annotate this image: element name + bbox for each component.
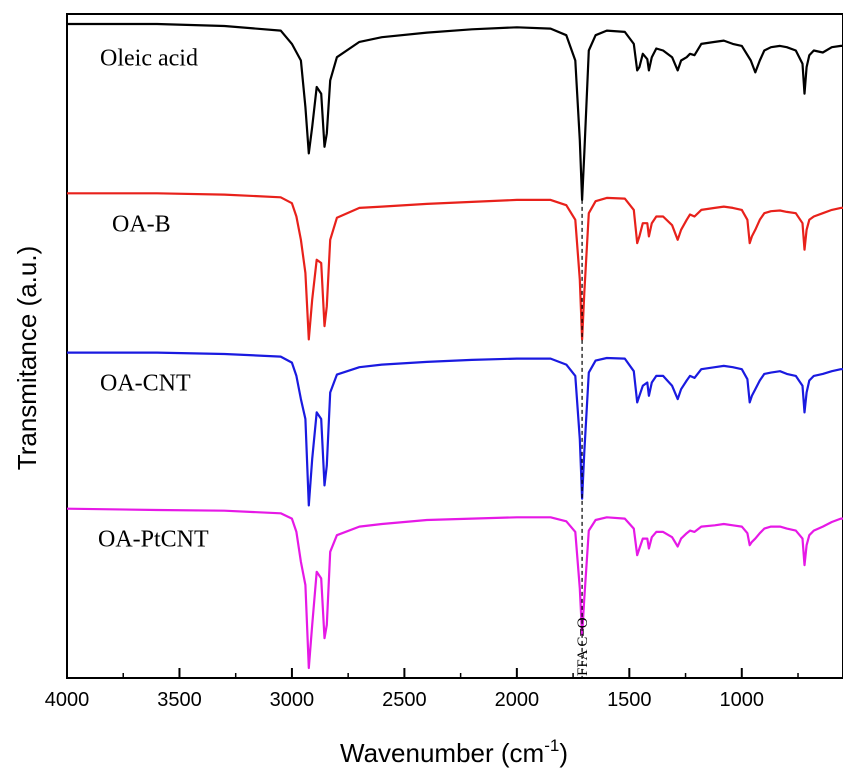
- x-axis-title-superscript: -1: [544, 736, 559, 755]
- x-tick-label: 3500: [157, 689, 202, 711]
- x-axis-title-end: ): [559, 738, 568, 768]
- x-tick-label: 1500: [607, 689, 652, 711]
- y-axis-title: Transmitance (a.u.): [12, 246, 42, 470]
- x-axis: 4000 3500 3000 2500 2000 1500 1000: [45, 668, 799, 711]
- series-label-1: Oleic acid: [100, 45, 198, 71]
- x-tick-label: 2000: [495, 689, 540, 711]
- x-tick-label: 1000: [720, 689, 765, 711]
- x-tick-label: 3000: [270, 689, 315, 711]
- plot-frame: [66, 13, 843, 679]
- series-layer: [66, 22, 843, 670]
- series-label-3: OA-CNT: [100, 371, 191, 397]
- annotation-label: FFA C=O: [575, 617, 591, 676]
- series-line-3: [67, 351, 843, 507]
- series-line-1: [67, 22, 843, 201]
- annotation-layer: FFA C=O: [575, 199, 591, 678]
- plot-border: [66, 13, 843, 679]
- x-tick-label: 2500: [382, 689, 427, 711]
- series-label-2: OA-B: [112, 211, 171, 237]
- x-tick-label: 4000: [45, 689, 90, 711]
- series-label-4: OA-PtCNT: [98, 527, 209, 553]
- x-axis-title-text: Wavenumber (cm: [340, 738, 544, 768]
- series-line-2: [67, 192, 843, 341]
- series-line-4: [66, 507, 843, 670]
- x-axis-title: Wavenumber (cm-1): [340, 736, 568, 768]
- series-labels: Oleic acid OA-B OA-CNT OA-PtCNT: [98, 45, 209, 552]
